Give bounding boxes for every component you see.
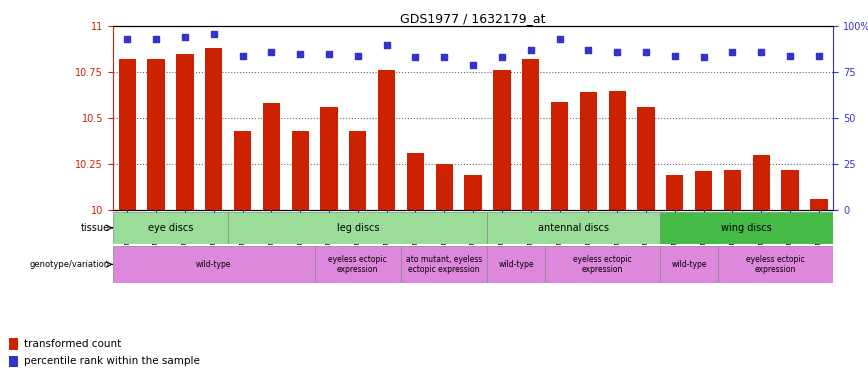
Point xyxy=(121,36,135,42)
Bar xyxy=(810,199,827,210)
Bar xyxy=(233,131,251,210)
Bar xyxy=(113,212,228,244)
Point xyxy=(754,49,768,55)
Bar xyxy=(781,170,799,210)
Point xyxy=(351,53,365,58)
Point xyxy=(697,54,711,60)
Bar xyxy=(176,54,194,210)
Point xyxy=(409,54,423,60)
Bar xyxy=(661,246,718,283)
Point xyxy=(495,54,509,60)
Point xyxy=(553,36,567,42)
Text: wild-type: wild-type xyxy=(498,260,534,269)
Bar xyxy=(661,212,833,244)
Point xyxy=(149,36,163,42)
Point xyxy=(379,42,393,48)
Text: tissue: tissue xyxy=(81,223,110,233)
Bar xyxy=(205,48,222,210)
Text: eyeless ectopic
expression: eyeless ectopic expression xyxy=(328,255,387,274)
Text: wild-type: wild-type xyxy=(196,260,232,269)
Point xyxy=(726,49,740,55)
Bar xyxy=(407,153,424,210)
Point xyxy=(783,53,797,58)
Text: eye discs: eye discs xyxy=(148,223,194,233)
Bar xyxy=(113,246,314,283)
Bar xyxy=(401,246,488,283)
Bar xyxy=(551,102,569,210)
Bar xyxy=(608,90,626,210)
Bar xyxy=(666,175,683,210)
Bar xyxy=(695,171,713,210)
Point xyxy=(582,47,595,53)
Bar xyxy=(378,70,395,210)
Bar xyxy=(9,338,18,350)
Bar xyxy=(493,70,510,210)
Point xyxy=(466,62,480,68)
Title: GDS1977 / 1632179_at: GDS1977 / 1632179_at xyxy=(400,12,546,25)
Bar xyxy=(349,131,366,210)
Bar xyxy=(464,175,482,210)
Bar xyxy=(718,246,833,283)
Bar xyxy=(724,170,741,210)
Bar xyxy=(320,107,338,210)
Bar xyxy=(9,356,18,367)
Bar xyxy=(148,59,165,210)
Bar xyxy=(314,246,401,283)
Point xyxy=(639,49,653,55)
Text: wild-type: wild-type xyxy=(672,260,707,269)
Text: antennal discs: antennal discs xyxy=(538,223,609,233)
Bar xyxy=(119,59,136,210)
Text: wing discs: wing discs xyxy=(721,223,773,233)
Point xyxy=(265,49,279,55)
Text: percentile rank within the sample: percentile rank within the sample xyxy=(24,356,200,366)
Bar xyxy=(436,164,453,210)
Bar xyxy=(522,59,539,210)
Bar xyxy=(753,155,770,210)
Bar xyxy=(580,92,597,210)
Bar xyxy=(292,131,309,210)
Point xyxy=(293,51,307,57)
Point xyxy=(812,53,825,58)
Bar xyxy=(488,246,545,283)
Point xyxy=(610,49,624,55)
Text: ato mutant, eyeless
ectopic expression: ato mutant, eyeless ectopic expression xyxy=(406,255,483,274)
Bar xyxy=(263,104,280,210)
Text: genotype/variation: genotype/variation xyxy=(30,260,110,269)
Bar xyxy=(545,246,661,283)
Text: leg discs: leg discs xyxy=(337,223,379,233)
Text: transformed count: transformed count xyxy=(24,339,122,349)
Point xyxy=(178,34,192,40)
Point xyxy=(523,47,537,53)
Point xyxy=(207,31,220,37)
Bar xyxy=(637,107,654,210)
Bar xyxy=(228,212,488,244)
Point xyxy=(437,54,451,60)
Point xyxy=(667,53,681,58)
Point xyxy=(322,51,336,57)
Text: eyeless ectopic
expression: eyeless ectopic expression xyxy=(746,255,805,274)
Bar xyxy=(488,212,661,244)
Text: eyeless ectopic
expression: eyeless ectopic expression xyxy=(574,255,632,274)
Point xyxy=(235,53,249,58)
